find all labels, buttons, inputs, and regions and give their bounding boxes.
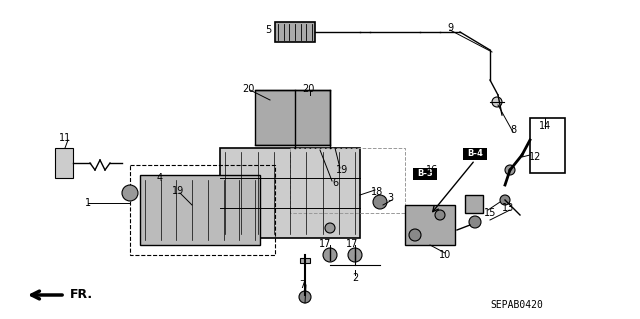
Text: 7: 7: [299, 280, 305, 290]
Circle shape: [373, 195, 387, 209]
Text: 6: 6: [332, 178, 338, 188]
Text: 2: 2: [352, 273, 358, 283]
Text: 20: 20: [242, 84, 254, 94]
Bar: [463, 148, 487, 160]
Text: 15: 15: [484, 208, 496, 218]
Text: B-4: B-4: [467, 150, 483, 159]
Text: 14: 14: [539, 121, 551, 131]
Circle shape: [469, 216, 481, 228]
Bar: [140, 175, 260, 245]
Bar: [405, 205, 455, 245]
Circle shape: [435, 210, 445, 220]
Text: 3: 3: [387, 193, 393, 203]
Circle shape: [325, 223, 335, 233]
Text: 11: 11: [59, 133, 71, 143]
Bar: [55, 148, 73, 178]
Text: 16: 16: [426, 165, 438, 175]
Circle shape: [505, 165, 515, 175]
Bar: [220, 148, 360, 238]
Text: 8: 8: [510, 125, 516, 135]
Bar: [275, 22, 315, 42]
Bar: [465, 195, 483, 213]
Text: 17: 17: [346, 239, 358, 249]
Circle shape: [500, 195, 510, 205]
Circle shape: [492, 97, 502, 107]
Circle shape: [323, 248, 337, 262]
Text: FR.: FR.: [70, 288, 93, 301]
Bar: [290, 148, 405, 213]
Text: 1: 1: [85, 198, 91, 208]
Circle shape: [409, 229, 421, 241]
Circle shape: [348, 248, 362, 262]
Bar: [130, 165, 275, 255]
Text: 10: 10: [439, 250, 451, 260]
Circle shape: [245, 223, 255, 233]
Text: 9: 9: [447, 23, 453, 33]
Text: 17: 17: [319, 239, 331, 249]
Bar: [413, 168, 437, 180]
Text: 12: 12: [529, 152, 541, 162]
Text: 19: 19: [172, 186, 184, 196]
Circle shape: [299, 291, 311, 303]
Circle shape: [122, 185, 138, 201]
Bar: [300, 258, 310, 263]
Bar: [255, 90, 330, 145]
Text: SEPAB0420: SEPAB0420: [490, 300, 543, 310]
Text: 4: 4: [157, 173, 163, 183]
Text: 20: 20: [302, 84, 314, 94]
Text: 5: 5: [265, 25, 271, 35]
Text: B-3: B-3: [417, 169, 433, 179]
Text: 18: 18: [371, 187, 383, 197]
Bar: [530, 118, 565, 173]
Text: 13: 13: [502, 203, 514, 213]
Text: 19: 19: [336, 165, 348, 175]
